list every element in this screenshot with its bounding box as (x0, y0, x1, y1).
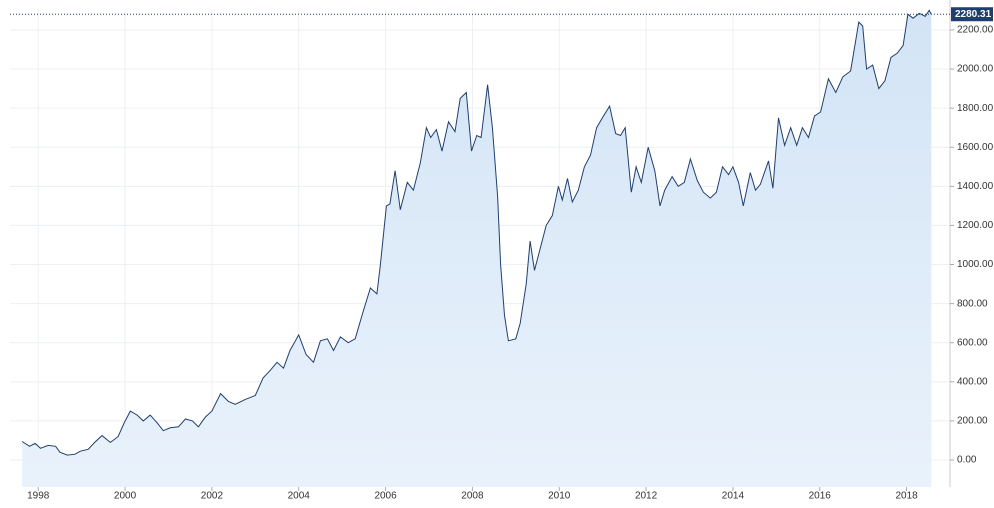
x-tick-label: 2012 (635, 491, 658, 502)
x-tick-label: 2018 (895, 491, 918, 502)
x-tick-label: 2006 (374, 491, 397, 502)
y-tick-label: 200.00 (957, 416, 988, 427)
y-tick-label: 800.00 (957, 298, 988, 309)
y-tick-label: 1800.00 (957, 103, 994, 114)
y-tick-label: 1000.00 (957, 259, 994, 270)
x-tick-label: 2000 (114, 491, 137, 502)
x-tick-label: 1998 (27, 491, 50, 502)
y-tick-label: 0.00 (957, 455, 977, 466)
x-tick-label: 2002 (201, 491, 224, 502)
last-value-box (951, 7, 993, 22)
y-tick-label: 1400.00 (957, 181, 994, 192)
x-tick-label: 2014 (722, 491, 745, 502)
area (22, 10, 932, 488)
y-tick-label: 2000.00 (957, 64, 994, 75)
y-tick-label: 1200.00 (957, 220, 994, 231)
x-tick-label: 2004 (288, 491, 311, 502)
y-tick-label: 2200.00 (957, 25, 994, 36)
x-tick-label: 2016 (809, 491, 832, 502)
y-tick-label: 1600.00 (957, 142, 994, 153)
last-value-label: 2280.31 (955, 9, 992, 20)
plot (21, 9, 932, 488)
x-tick-label: 2008 (461, 491, 484, 502)
line (21, 9, 932, 456)
y-tick-label: 600.00 (957, 337, 988, 348)
x-tick-label: 2010 (548, 491, 571, 502)
y-tick-label: 400.00 (957, 376, 988, 387)
